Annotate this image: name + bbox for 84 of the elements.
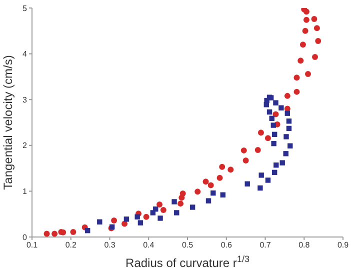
y-tick-label: 1: [22, 187, 28, 196]
y-tick-label: 5: [22, 4, 28, 13]
point: [278, 105, 284, 110]
point: [288, 143, 293, 148]
point: [194, 188, 201, 195]
point: [134, 214, 140, 220]
x-tick-label: 0.4: [143, 240, 155, 250]
point: [311, 16, 318, 22]
point: [286, 126, 292, 132]
point: [84, 228, 90, 234]
point: [244, 181, 250, 186]
point: [284, 92, 290, 99]
x-tick-label: 0.3: [104, 240, 116, 250]
point: [124, 216, 130, 222]
point: [242, 158, 249, 164]
y-tick-label: 0: [22, 232, 28, 242]
point: [210, 190, 216, 196]
y-tick-label: 2: [22, 141, 28, 150]
point: [122, 220, 128, 227]
point: [280, 160, 285, 166]
x-tick-label: 0.6: [220, 240, 232, 250]
point: [312, 54, 318, 60]
x-tick-label: 0.5: [182, 240, 194, 250]
point: [160, 206, 166, 213]
point: [258, 130, 264, 136]
point: [272, 111, 279, 118]
x-tick-label: 0.2: [65, 240, 77, 250]
point: [190, 204, 196, 210]
y-axis-title: Tangential velocity (cm/s): [1, 55, 15, 190]
point: [270, 122, 276, 128]
y-tick-label: 3: [22, 95, 28, 104]
point: [269, 116, 274, 121]
point: [97, 219, 102, 224]
point: [284, 134, 289, 140]
point: [52, 230, 58, 237]
point: [180, 190, 186, 196]
point: [286, 118, 292, 124]
x-tick-label: 0.8: [298, 240, 310, 250]
point: [220, 192, 226, 198]
point: [219, 164, 226, 170]
point: [283, 151, 288, 156]
point: [172, 199, 177, 204]
point: [294, 88, 300, 95]
x-tick-label: 0.9: [337, 240, 350, 250]
point: [272, 132, 278, 138]
point: [158, 216, 163, 221]
point: [216, 174, 223, 181]
point: [178, 200, 184, 207]
point: [265, 178, 271, 183]
point: [254, 146, 261, 153]
x-axis-title: Radius of curvature r$^{1/3}$: [126, 254, 250, 270]
point: [274, 162, 279, 168]
point: [303, 16, 310, 23]
point: [294, 74, 300, 81]
point: [174, 210, 180, 216]
point: [44, 230, 50, 237]
point: [156, 201, 163, 208]
point: [202, 178, 209, 185]
point: [138, 220, 144, 226]
point: [273, 100, 278, 106]
point: [300, 42, 306, 48]
point: [228, 166, 234, 173]
x-tick-label: 0.7: [260, 240, 272, 250]
point: [240, 147, 247, 154]
point: [302, 28, 308, 34]
point: [264, 135, 271, 142]
point: [272, 170, 278, 176]
x-tick-label: 0.1: [26, 240, 38, 250]
point: [208, 182, 214, 188]
point: [143, 214, 150, 220]
point: [258, 172, 264, 178]
point: [314, 25, 320, 32]
point: [284, 110, 290, 116]
point: [305, 70, 312, 77]
point: [266, 109, 272, 115]
point: [70, 228, 76, 235]
point: [298, 58, 304, 64]
point: [258, 185, 263, 191]
point: [271, 140, 276, 146]
point: [153, 206, 158, 212]
point: [206, 198, 212, 204]
point: [111, 218, 118, 224]
point: [315, 38, 322, 44]
y-tick-label: 4: [22, 50, 28, 59]
